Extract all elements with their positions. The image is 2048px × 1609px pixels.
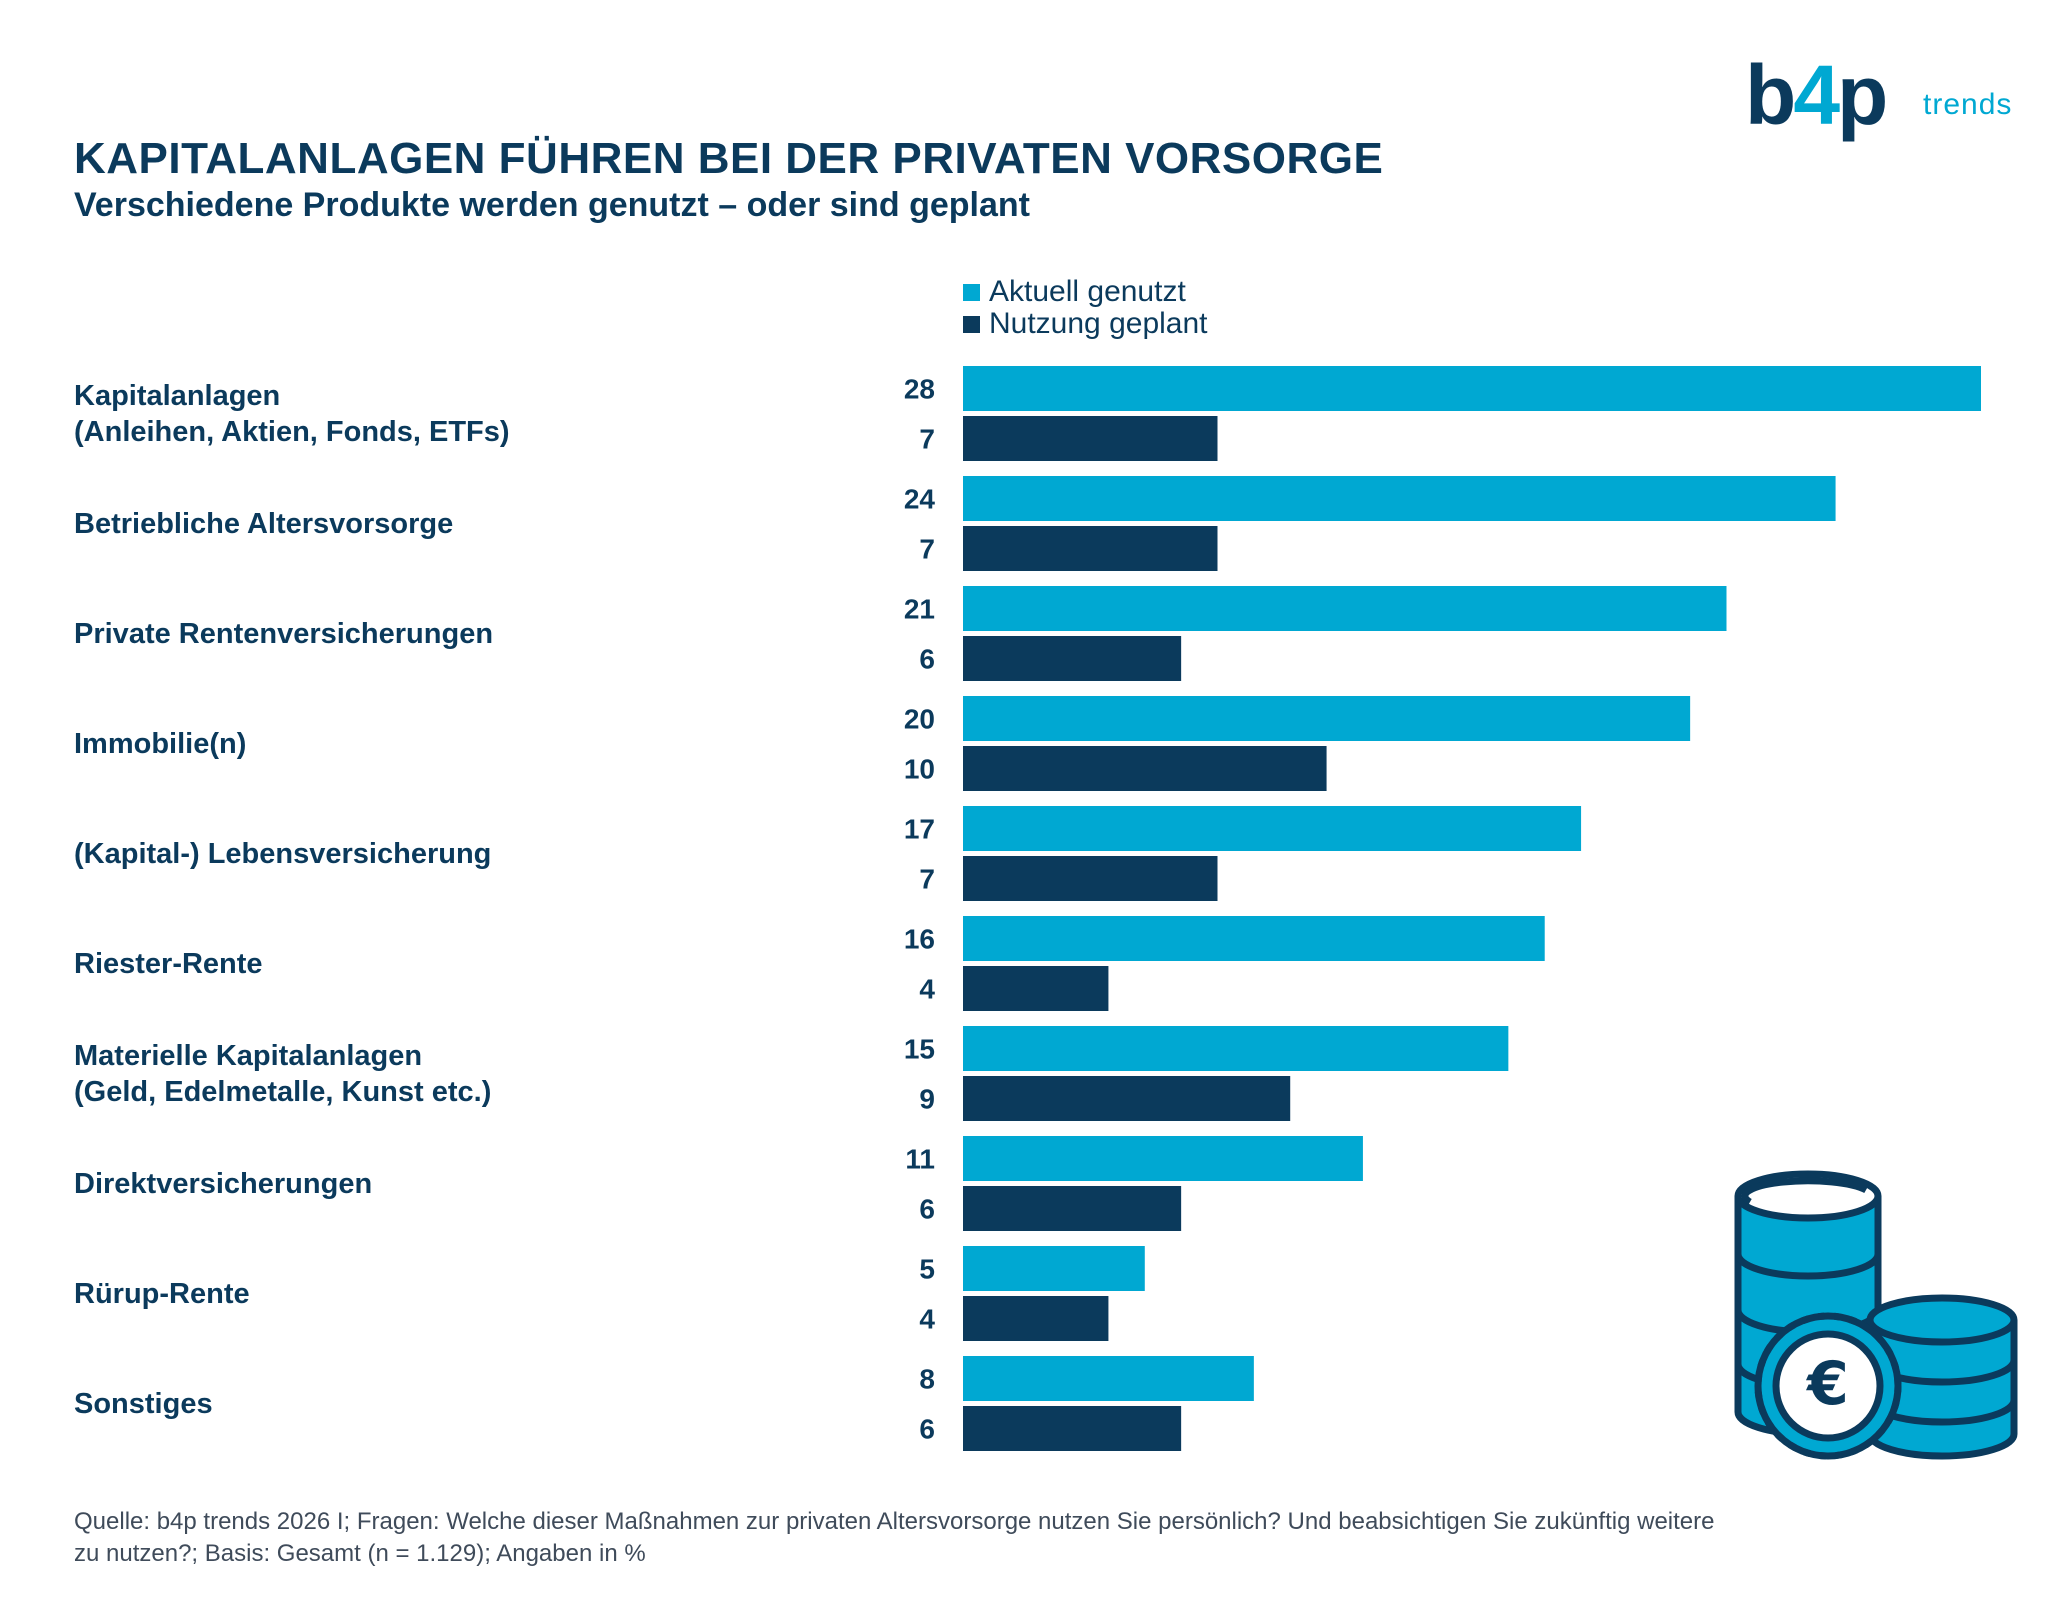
footnote-line-1: Quelle: b4p trends 2026 I; Fragen: Welch…: [74, 1508, 1715, 1535]
bar-current-1: [963, 476, 1836, 521]
value-label-planned-5: 4: [919, 974, 935, 1005]
category-label-3: Immobilie(n): [74, 726, 246, 762]
bar-current-8: [963, 1246, 1145, 1291]
category-label-line: Immobilie(n): [74, 727, 247, 760]
bar-current-6: [963, 1026, 1509, 1071]
category-label-line: Materielle Kapitalanlagen: [74, 1039, 423, 1072]
category-label-line: (Anleihen, Aktien, Fonds, ETFs): [74, 415, 510, 448]
chart-legend: Aktuell genutzt Nutzung geplant: [963, 275, 1208, 340]
category-label-8: Rürup-Rente: [74, 1276, 250, 1312]
category-label-5: Riester-Rente: [74, 946, 263, 982]
legend-item-planned: Nutzung geplant: [963, 307, 1208, 340]
category-label-4: (Kapital-) Lebensversicherung: [74, 836, 491, 872]
category-label-line: Sonstiges: [74, 1387, 213, 1420]
value-label-current-7: 11: [905, 1144, 935, 1175]
chart-subtitle: Verschiedene Produkte werden genutzt – o…: [74, 186, 1030, 224]
value-label-current-1: 24: [904, 484, 936, 515]
legend-label-planned: Nutzung geplant: [989, 307, 1208, 340]
coins-euro-icon: €: [1734, 1170, 2018, 1460]
category-label-1: Betriebliche Altersvorsorge: [74, 506, 453, 542]
bar-planned-9: [963, 1406, 1182, 1451]
category-label-6: Materielle Kapitalanlagen (Geld, Edelmeta…: [74, 1038, 491, 1110]
value-label-current-9: 8: [919, 1364, 935, 1395]
bar-current-4: [963, 806, 1582, 851]
logo-word: trends: [1923, 88, 2013, 121]
bar-current-5: [963, 916, 1545, 961]
svg-text:€: €: [1805, 1349, 1849, 1419]
bar-current-3: [963, 696, 1691, 741]
value-label-planned-7: 6: [919, 1194, 935, 1225]
value-label-planned-4: 7: [919, 864, 935, 895]
bar-planned-3: [963, 746, 1327, 791]
logo-mark-four: 4: [1793, 48, 1840, 142]
legend-label-current: Aktuell genutzt: [989, 275, 1186, 308]
category-label-line: (Kapital-) Lebensversicherung: [74, 837, 492, 870]
bar-planned-8: [963, 1296, 1109, 1341]
bar-planned-0: [963, 416, 1218, 461]
value-label-current-8: 5: [919, 1254, 935, 1285]
chart-title: KAPITALANLAGEN FÜHREN BEI DER PRIVATEN V…: [74, 134, 1384, 183]
bar-planned-5: [963, 966, 1109, 1011]
bar-current-2: [963, 586, 1727, 631]
value-label-current-3: 20: [904, 704, 935, 735]
legend-item-current: Aktuell genutzt: [963, 275, 1208, 308]
legend-swatch-planned: [963, 315, 980, 333]
category-label-line: Betriebliche Altersvorsorge: [74, 507, 454, 540]
logo-mark: b4p: [1745, 48, 1888, 142]
logo-mark-b: b: [1745, 48, 1796, 142]
bar-planned-1: [963, 526, 1218, 571]
category-label-line: Direktversicherungen: [74, 1167, 373, 1200]
value-label-planned-0: 7: [919, 424, 935, 455]
value-label-planned-9: 6: [919, 1414, 935, 1445]
bar-planned-6: [963, 1076, 1291, 1121]
category-label-line: Kapitalanlagen: [74, 379, 281, 412]
bar-current-9: [963, 1356, 1254, 1401]
source-footnote: Quelle: b4p trends 2026 I; Fragen: Welch…: [74, 1506, 1994, 1570]
footnote-line-2: zu nutzen?; Basis: Gesamt (n = 1.129); A…: [74, 1540, 646, 1567]
category-label-line: Rürup-Rente: [74, 1277, 250, 1310]
category-label-line: (Geld, Edelmetalle, Kunst etc.): [74, 1075, 492, 1108]
value-label-current-2: 21: [904, 594, 935, 625]
value-label-planned-2: 6: [919, 644, 935, 675]
category-label-9: Sonstiges: [74, 1386, 213, 1422]
value-label-planned-6: 9: [919, 1084, 935, 1115]
bar-planned-4: [963, 856, 1218, 901]
value-label-planned-3: 10: [904, 754, 935, 785]
bar-planned-2: [963, 636, 1182, 681]
logo-mark-p: p: [1837, 48, 1888, 142]
value-label-current-5: 16: [904, 924, 935, 955]
category-label-line: Riester-Rente: [74, 947, 263, 980]
legend-swatch-current: [963, 283, 980, 301]
category-label-7: Direktversicherungen: [74, 1166, 372, 1202]
value-label-planned-1: 7: [919, 534, 935, 565]
bar-planned-7: [963, 1186, 1182, 1231]
category-label-0: Kapitalanlagen (Anleihen, Aktien, Fonds, …: [74, 378, 510, 450]
category-label-2: Private Rentenversicherungen: [74, 616, 493, 652]
value-label-planned-8: 4: [919, 1304, 935, 1335]
category-label-line: Private Rentenversicherungen: [74, 617, 494, 650]
value-label-current-4: 17: [904, 814, 935, 845]
bar-current-0: [963, 366, 1981, 411]
value-label-current-0: 28: [904, 374, 935, 405]
bar-current-7: [963, 1136, 1363, 1181]
value-label-current-6: 15: [904, 1034, 935, 1065]
b4p-trends-logo: b4p trends: [1745, 50, 2035, 150]
